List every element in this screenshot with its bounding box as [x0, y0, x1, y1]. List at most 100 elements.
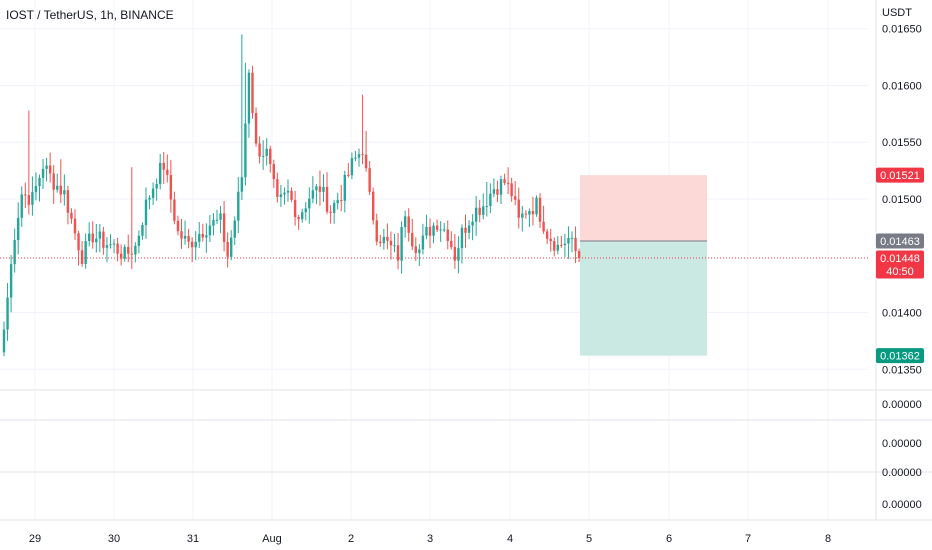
candle[interactable] [425, 214, 428, 240]
candle[interactable] [166, 154, 169, 183]
candle[interactable] [411, 218, 414, 251]
candle[interactable] [325, 172, 329, 215]
candle[interactable] [343, 170, 346, 213]
candle[interactable] [450, 231, 453, 250]
candle[interactable] [77, 230, 80, 266]
candle[interactable] [66, 185, 70, 225]
candle[interactable] [393, 233, 396, 253]
candle[interactable] [194, 231, 197, 261]
candle[interactable] [414, 237, 417, 262]
candle[interactable] [432, 222, 435, 244]
candle[interactable] [361, 94, 364, 165]
candle[interactable] [230, 230, 233, 261]
candle[interactable] [297, 214, 300, 230]
candle[interactable] [379, 234, 382, 247]
candle[interactable] [485, 181, 488, 217]
candle[interactable] [474, 196, 478, 236]
candle[interactable] [9, 255, 13, 313]
candle[interactable] [27, 110, 31, 215]
candle[interactable] [538, 192, 542, 228]
candle[interactable] [467, 220, 471, 240]
candle[interactable] [141, 222, 144, 240]
candle[interactable] [453, 234, 457, 269]
candle[interactable] [34, 172, 38, 201]
candle[interactable] [560, 235, 563, 248]
candle[interactable] [48, 152, 52, 183]
candle[interactable] [148, 195, 151, 210]
candle[interactable] [460, 224, 464, 264]
candle[interactable] [301, 208, 304, 223]
candle[interactable] [123, 244, 126, 262]
candle[interactable] [187, 228, 190, 249]
candle[interactable] [137, 230, 141, 254]
candle[interactable] [322, 174, 325, 202]
candle[interactable] [45, 157, 48, 182]
candle[interactable] [20, 186, 23, 227]
candle[interactable] [567, 226, 570, 259]
candle[interactable] [531, 196, 535, 226]
candle[interactable] [237, 176, 240, 234]
candle[interactable] [176, 215, 180, 236]
candle[interactable] [244, 62, 247, 186]
candle[interactable] [59, 159, 62, 203]
stop-loss-zone[interactable] [580, 175, 707, 242]
candle[interactable] [524, 209, 528, 219]
candle[interactable] [350, 152, 354, 180]
candle[interactable] [354, 150, 357, 162]
chart-title[interactable]: IOST / TetherUS, 1h, BINANCE [6, 8, 174, 22]
candle[interactable] [489, 183, 492, 214]
price-axis[interactable]: USDT 0.01650 0.01600 0.01550 0.01500 0.01400… [882, 7, 922, 376]
candle[interactable] [403, 210, 407, 238]
candle[interactable] [549, 228, 552, 252]
candle[interactable] [496, 180, 499, 203]
candle[interactable] [88, 222, 91, 247]
candle[interactable] [201, 223, 204, 242]
candle[interactable] [98, 223, 102, 253]
candle[interactable] [272, 159, 275, 188]
candle[interactable] [240, 34, 244, 201]
candle[interactable] [372, 187, 375, 225]
candle[interactable] [279, 184, 283, 207]
candle[interactable] [283, 187, 286, 205]
candle[interactable] [173, 191, 176, 225]
candle[interactable] [304, 201, 307, 221]
candle[interactable] [471, 214, 474, 241]
candle[interactable] [219, 205, 222, 234]
candle[interactable] [457, 236, 460, 274]
candle[interactable] [102, 226, 105, 255]
candle[interactable] [382, 228, 386, 250]
candle[interactable] [95, 223, 98, 253]
candle[interactable] [517, 187, 520, 229]
candle[interactable] [421, 223, 425, 255]
candle[interactable] [31, 176, 34, 216]
candle[interactable] [510, 177, 513, 202]
candle[interactable] [389, 231, 393, 260]
candle[interactable] [553, 237, 556, 257]
candle[interactable] [41, 159, 45, 190]
candle[interactable] [308, 187, 311, 224]
candle[interactable] [521, 205, 524, 232]
candle[interactable] [112, 239, 116, 254]
candle[interactable] [130, 167, 133, 270]
candle[interactable] [56, 173, 59, 193]
candle[interactable] [105, 237, 109, 263]
candle[interactable] [577, 248, 581, 263]
candle[interactable] [151, 182, 155, 205]
candle[interactable] [482, 193, 485, 220]
candle[interactable] [396, 232, 400, 270]
candle[interactable] [91, 221, 94, 249]
candle[interactable] [499, 175, 503, 205]
candle[interactable] [80, 241, 84, 267]
candle[interactable] [226, 232, 229, 268]
pane-separators[interactable] [0, 0, 932, 521]
candle[interactable] [190, 237, 194, 263]
candle[interactable] [318, 170, 322, 206]
candle[interactable] [24, 182, 27, 209]
candle[interactable] [63, 174, 66, 206]
candle[interactable] [368, 161, 371, 196]
candle[interactable] [446, 220, 449, 250]
candle[interactable] [315, 184, 318, 205]
candle[interactable] [265, 138, 268, 166]
candle[interactable] [503, 173, 506, 186]
candle[interactable] [247, 69, 251, 138]
